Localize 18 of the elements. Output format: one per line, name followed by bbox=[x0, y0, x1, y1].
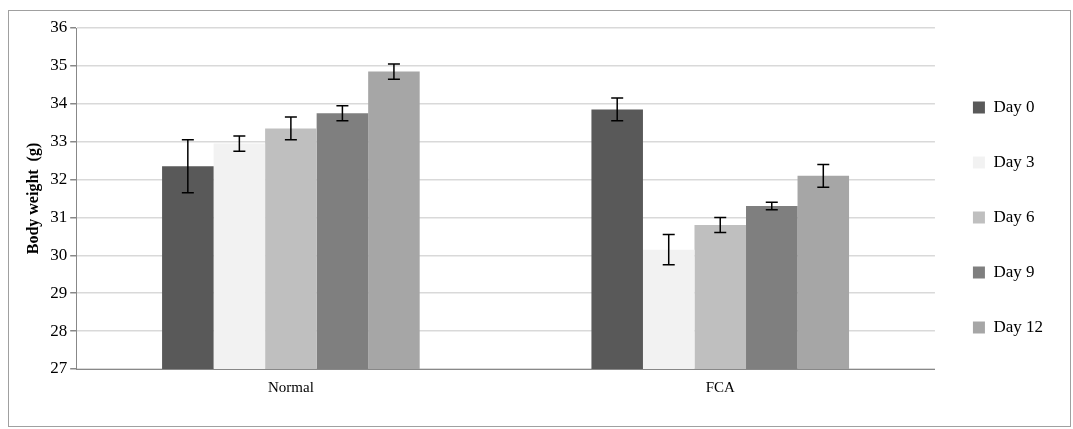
legend-label: Day 12 bbox=[993, 316, 1044, 336]
legend-label: Day 6 bbox=[993, 206, 1035, 226]
y-tick-label: 32 bbox=[50, 169, 68, 189]
y-tick-label: 34 bbox=[50, 93, 68, 113]
y-tick-label: 27 bbox=[50, 358, 68, 378]
y-axis-title: Body weight (g) bbox=[23, 142, 42, 255]
y-tick-label: 36 bbox=[50, 17, 68, 37]
x-tick-label: FCA bbox=[705, 378, 735, 395]
y-tick-label: 33 bbox=[50, 131, 68, 151]
y-tick-label: 29 bbox=[50, 282, 68, 302]
legend-label: Day 9 bbox=[993, 261, 1035, 281]
y-tick-label: 28 bbox=[50, 320, 68, 340]
y-tick-label: 31 bbox=[50, 206, 68, 226]
y-tick-label: 35 bbox=[50, 55, 68, 75]
legend-label: Day 3 bbox=[993, 151, 1035, 171]
x-tick-label: Normal bbox=[267, 378, 314, 395]
y-tick-label: 30 bbox=[50, 244, 68, 264]
legend-label: Day 0 bbox=[993, 96, 1035, 116]
